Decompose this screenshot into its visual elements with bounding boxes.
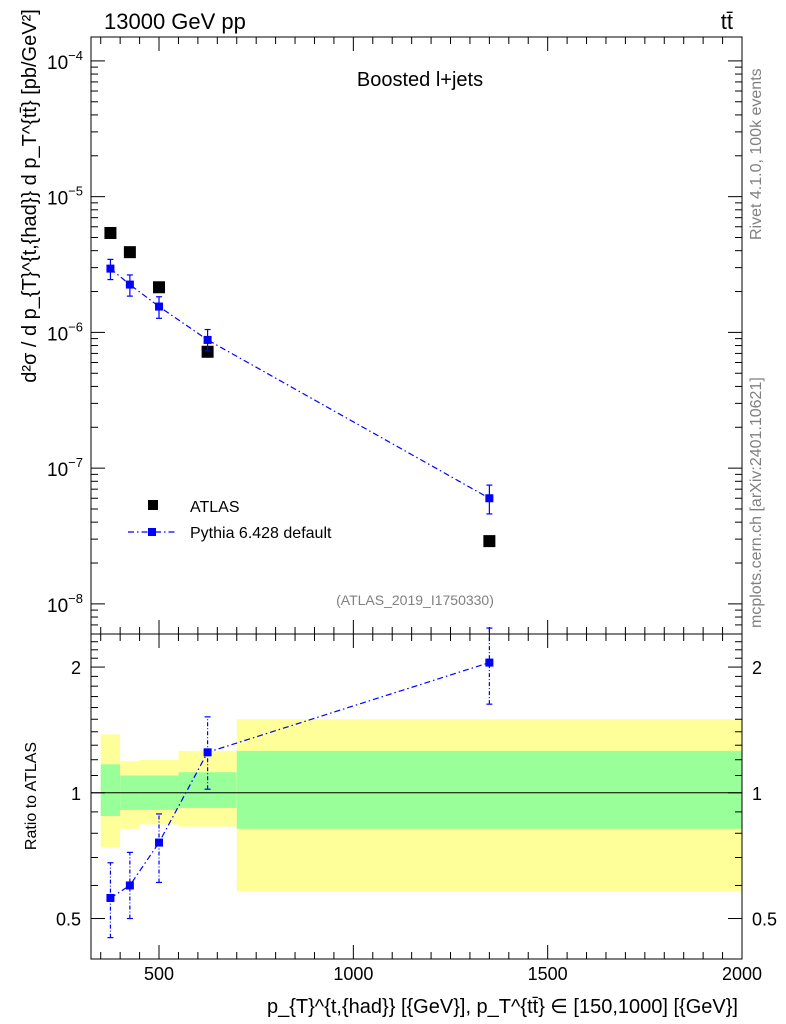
ratio-stat-band [236,750,742,829]
source-label: mcplots.cern.ch [arXiv:2401.10621] [748,377,765,628]
ratio-pythia-point [125,881,134,890]
x-tick-label: 500 [144,964,174,984]
ratio-axis-ticks: 500 1000 1500 2000 0.5 0.5 1 1 2 2 [56,634,777,984]
ratio-y-axis-label: Ratio to ATLAS [23,742,40,850]
pythia-point [106,264,115,273]
ratio-y-tick-label-right: 2 [752,658,762,678]
ratio-frame [90,633,743,960]
main-y-tick-label: 10−7 [47,455,83,481]
ratio-y-tick-label: 0.5 [56,910,81,930]
process-label: tt̄ [721,9,733,34]
main-data-layer [104,226,496,548]
ratio-stat-band [100,764,121,816]
ratio-pythia-point [203,748,212,757]
rivet-label: Rivet 4.1.0, 100k events [748,68,765,240]
atlas-point [483,535,496,548]
pythia-point [155,302,164,311]
ratio-pythia-point [485,658,494,667]
x-tick-label: 1500 [528,964,568,984]
main-y-tick-label: 10−5 [47,184,83,210]
legend-marker-atlas [148,500,158,510]
pythia-point [203,335,212,344]
ratio-y-tick-label: 2 [71,658,81,678]
legend-label-pythia: Pythia 6.428 default [190,525,332,542]
main-y-tick-label: 10−8 [47,591,83,617]
ratio-y-tick-label: 1 [71,784,81,804]
pythia-point [125,280,134,289]
x-axis-label: p_{T}^{t,{had}} [{GeV}], p_T^{tt̄} ∈ [15… [267,996,738,1018]
ratio-pythia-point [155,838,164,847]
ratio-data-layer [106,627,494,939]
pythia-point [485,494,494,503]
ratio-y-tick-label-right: 0.5 [752,910,777,930]
atlas-point [104,226,117,239]
main-y-axis-label: d²σ / d p_{T}^{t,{had}} d p_T^{tt̄} [pb/… [19,9,41,383]
analysis-label: (ATLAS_2019_I1750330) [336,592,494,608]
x-tick-label: 2000 [722,964,762,984]
legend-label-atlas: ATLAS [190,499,240,516]
x-tick-label: 1000 [333,964,373,984]
main-axis-ticks: 10−8 10−7 10−6 10−5 10−4 [47,37,743,635]
main-title: Boosted l+jets [357,69,483,91]
ratio-pythia-line [110,662,490,899]
main-y-tick-label: 10−4 [47,48,83,74]
legend-marker-pythia [148,528,156,536]
main-frame [90,36,743,635]
main-y-tick-label: 10−6 [47,319,83,345]
atlas-point [123,246,136,259]
atlas-point [153,281,166,294]
ratio-pythia-point [106,893,115,902]
atlas-point [201,345,214,358]
ratio-y-tick-label-right: 1 [752,784,762,804]
energy-label: 13000 GeV pp [104,9,246,34]
pythia-line [110,268,490,499]
ratio-bands [91,719,742,892]
